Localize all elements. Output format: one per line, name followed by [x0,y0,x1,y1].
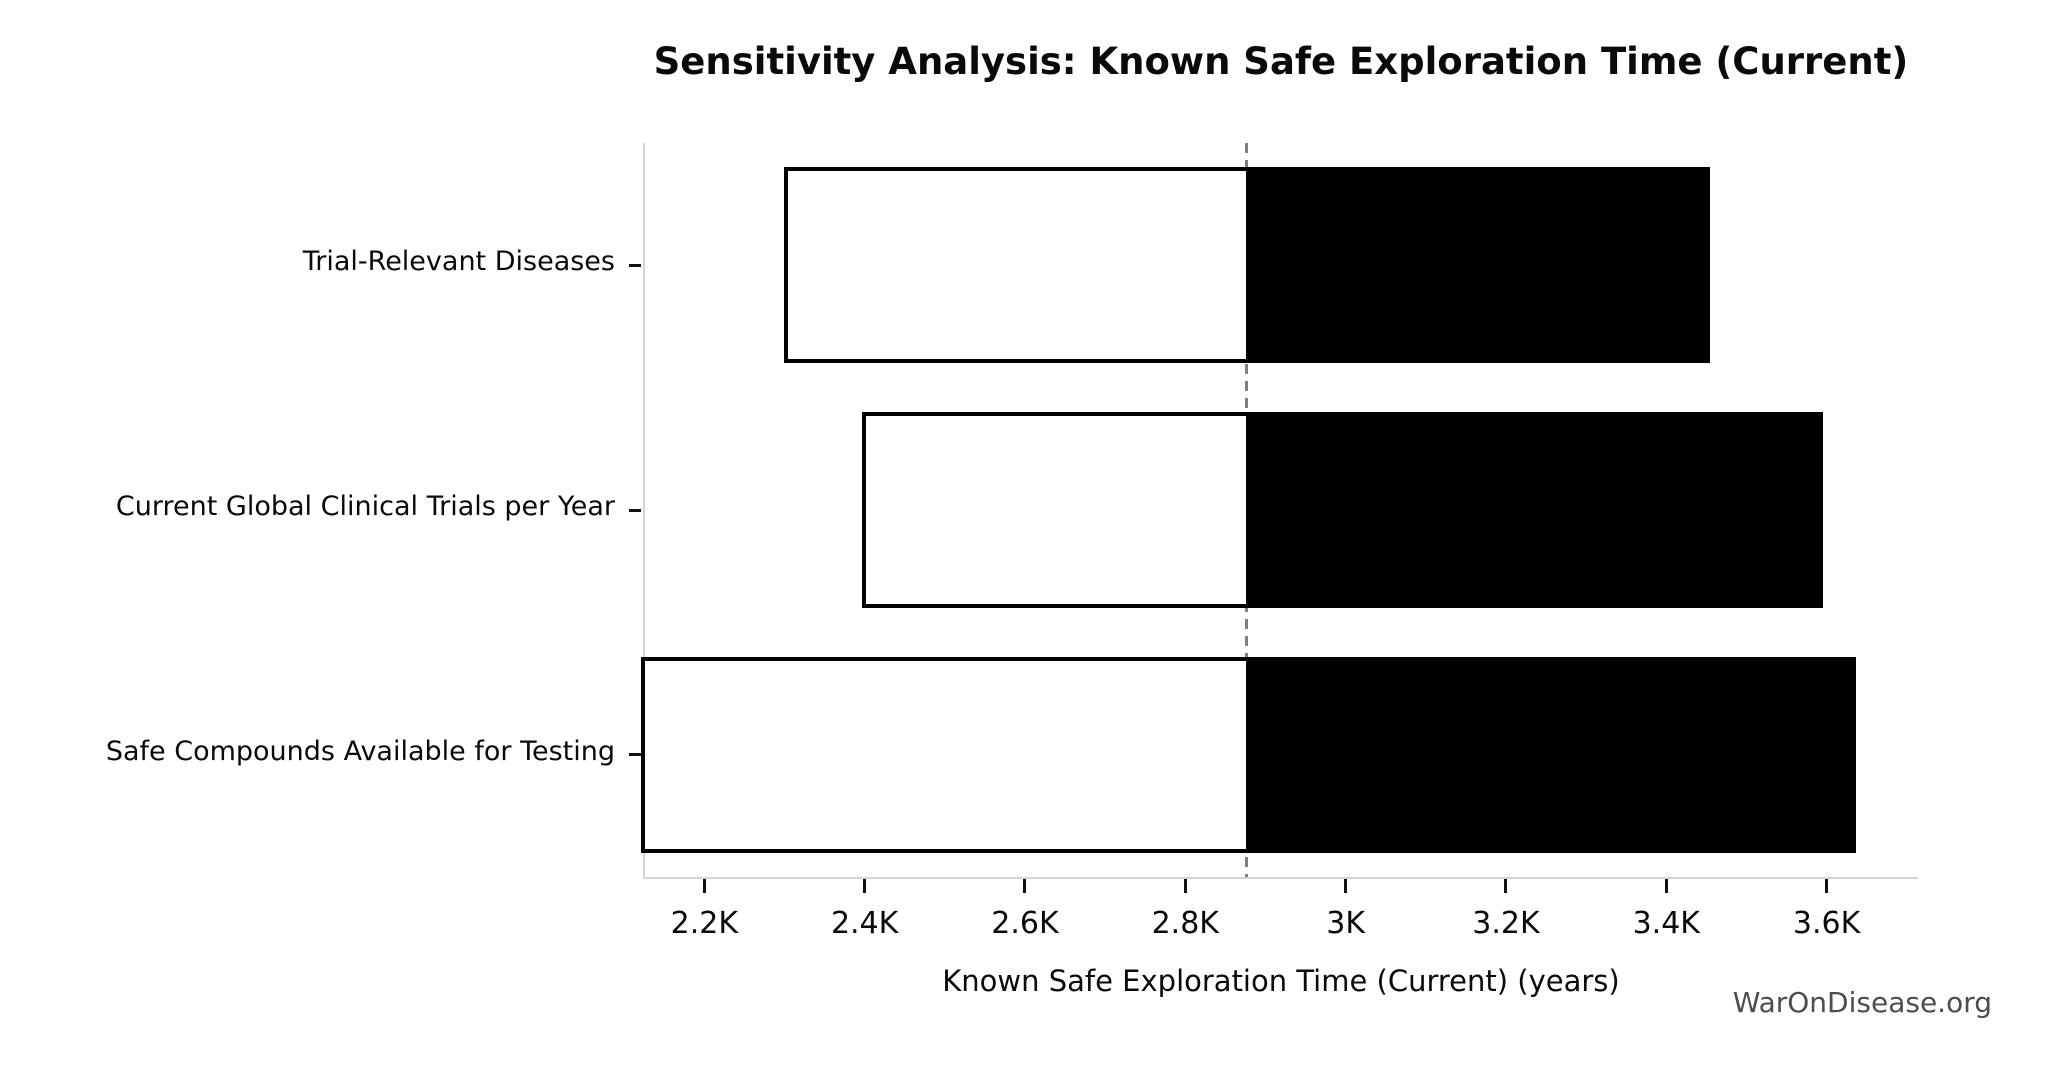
watermark-text: WarOnDisease.org [1732,986,1992,1019]
x-axis-spine [643,877,1918,879]
x-tick-mark [863,879,867,893]
x-tick-mark [1023,879,1027,893]
y-axis-spine [643,143,645,879]
x-tick-label: 2.2K [670,906,738,941]
y-tick-mark [629,508,641,512]
x-tick-label: 2.4K [830,906,899,941]
x-tick-mark [1664,879,1668,893]
y-tick-mark [629,753,641,757]
y-tick-label: Trial-Relevant Diseases [302,246,615,278]
x-axis-label: Known Safe Exploration Time (Current) (y… [942,964,1620,998]
bar-high-segment-current-global-clinical-trials-per-year [1246,412,1823,608]
x-tick-label: 3K [1326,906,1365,941]
chart-title: Sensitivity Analysis: Known Safe Explora… [653,40,1909,83]
bar-high-segment-safe-compounds-available-for-testing [1246,656,1857,853]
y-tick-label: Safe Compounds Available for Testing [105,735,615,767]
y-tick-mark [629,263,641,267]
x-tick-label: 3.4K [1632,906,1700,941]
x-tick-label: 3.2K [1472,906,1540,941]
x-tick-mark [1183,879,1187,893]
x-tick-label: 3.6K [1792,906,1861,941]
x-tick-label: 2.6K [991,906,1059,941]
x-tick-mark [1344,879,1348,893]
x-tick-mark [1504,879,1508,893]
x-tick-mark [702,879,706,893]
bar-high-segment-trial-relevant-diseases [1246,167,1711,364]
y-tick-label: Current Global Clinical Trials per Year [115,491,615,522]
x-tick-mark [1825,879,1829,893]
x-tick-label: 2.8K [1151,906,1219,941]
